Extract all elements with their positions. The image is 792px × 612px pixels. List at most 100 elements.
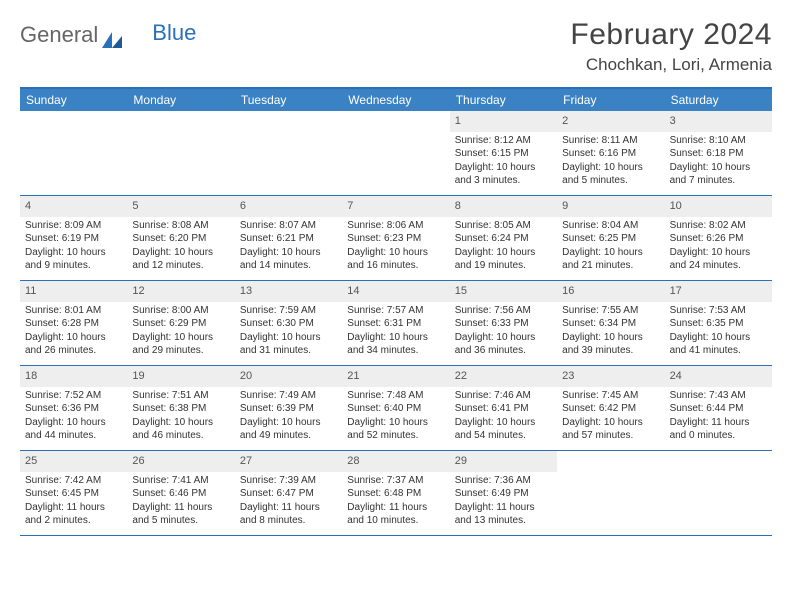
calendar-cell: 7Sunrise: 8:06 AMSunset: 6:23 PMDaylight…	[342, 196, 449, 280]
daylight-line: Daylight: 10 hours and 9 minutes.	[25, 246, 122, 273]
calendar-cell: 15Sunrise: 7:56 AMSunset: 6:33 PMDayligh…	[450, 281, 557, 365]
daylight-line: Daylight: 10 hours and 57 minutes.	[562, 416, 659, 443]
daylight-line: Daylight: 10 hours and 7 minutes.	[670, 161, 767, 188]
calendar-cell: 11Sunrise: 8:01 AMSunset: 6:28 PMDayligh…	[20, 281, 127, 365]
day-number: 9	[557, 196, 664, 217]
sunset-line: Sunset: 6:36 PM	[25, 402, 122, 416]
day-body: Sunrise: 7:59 AMSunset: 6:30 PMDaylight:…	[235, 304, 342, 363]
day-body: Sunrise: 7:57 AMSunset: 6:31 PMDaylight:…	[342, 304, 449, 363]
day-number: 25	[20, 451, 127, 472]
calendar-cell-empty	[342, 111, 449, 195]
calendar-cell: 22Sunrise: 7:46 AMSunset: 6:41 PMDayligh…	[450, 366, 557, 450]
sunset-line: Sunset: 6:19 PM	[25, 232, 122, 246]
sunrise-line: Sunrise: 7:52 AM	[25, 389, 122, 403]
calendar-cell-empty	[127, 111, 234, 195]
day-number: 13	[235, 281, 342, 302]
daylight-line: Daylight: 10 hours and 34 minutes.	[347, 331, 444, 358]
day-number: 6	[235, 196, 342, 217]
day-number: 11	[20, 281, 127, 302]
daylight-line: Daylight: 11 hours and 5 minutes.	[132, 501, 229, 528]
day-number: 3	[665, 111, 772, 132]
sunset-line: Sunset: 6:29 PM	[132, 317, 229, 331]
day-number: 28	[342, 451, 449, 472]
daylight-line: Daylight: 11 hours and 10 minutes.	[347, 501, 444, 528]
daylight-line: Daylight: 10 hours and 41 minutes.	[670, 331, 767, 358]
sunset-line: Sunset: 6:30 PM	[240, 317, 337, 331]
calendar-cell: 13Sunrise: 7:59 AMSunset: 6:30 PMDayligh…	[235, 281, 342, 365]
day-headers: Sunday Monday Tuesday Wednesday Thursday…	[20, 89, 772, 111]
day-body: Sunrise: 7:39 AMSunset: 6:47 PMDaylight:…	[235, 474, 342, 533]
day-body: Sunrise: 7:45 AMSunset: 6:42 PMDaylight:…	[557, 389, 664, 448]
day-number: 14	[342, 281, 449, 302]
daylight-line: Daylight: 10 hours and 24 minutes.	[670, 246, 767, 273]
sunrise-line: Sunrise: 8:09 AM	[25, 219, 122, 233]
day-body: Sunrise: 7:43 AMSunset: 6:44 PMDaylight:…	[665, 389, 772, 448]
sunrise-line: Sunrise: 8:05 AM	[455, 219, 552, 233]
sunset-line: Sunset: 6:48 PM	[347, 487, 444, 501]
calendar-cell-empty	[665, 451, 772, 535]
sunrise-line: Sunrise: 7:57 AM	[347, 304, 444, 318]
sunset-line: Sunset: 6:47 PM	[240, 487, 337, 501]
sunset-line: Sunset: 6:28 PM	[25, 317, 122, 331]
day-body: Sunrise: 8:02 AMSunset: 6:26 PMDaylight:…	[665, 219, 772, 278]
sunset-line: Sunset: 6:38 PM	[132, 402, 229, 416]
calendar-cell: 24Sunrise: 7:43 AMSunset: 6:44 PMDayligh…	[665, 366, 772, 450]
sunset-line: Sunset: 6:15 PM	[455, 147, 552, 161]
calendar-cell: 21Sunrise: 7:48 AMSunset: 6:40 PMDayligh…	[342, 366, 449, 450]
day-body: Sunrise: 8:08 AMSunset: 6:20 PMDaylight:…	[127, 219, 234, 278]
day-number: 21	[342, 366, 449, 387]
day-number: 26	[127, 451, 234, 472]
sunrise-line: Sunrise: 8:11 AM	[562, 134, 659, 148]
header: General Blue February 2024 Chochkan, Lor…	[20, 18, 772, 75]
sunrise-line: Sunrise: 7:42 AM	[25, 474, 122, 488]
day-header-tuesday: Tuesday	[235, 89, 342, 111]
sunrise-line: Sunrise: 8:01 AM	[25, 304, 122, 318]
sunrise-line: Sunrise: 7:46 AM	[455, 389, 552, 403]
daylight-line: Daylight: 10 hours and 46 minutes.	[132, 416, 229, 443]
day-header-sunday: Sunday	[20, 89, 127, 111]
calendar: Sunday Monday Tuesday Wednesday Thursday…	[20, 87, 772, 536]
calendar-cell: 25Sunrise: 7:42 AMSunset: 6:45 PMDayligh…	[20, 451, 127, 535]
day-body: Sunrise: 7:36 AMSunset: 6:49 PMDaylight:…	[450, 474, 557, 533]
day-number: 17	[665, 281, 772, 302]
calendar-body: 1Sunrise: 8:12 AMSunset: 6:15 PMDaylight…	[20, 111, 772, 536]
calendar-cell-empty	[20, 111, 127, 195]
calendar-cell: 10Sunrise: 8:02 AMSunset: 6:26 PMDayligh…	[665, 196, 772, 280]
sunrise-line: Sunrise: 8:00 AM	[132, 304, 229, 318]
calendar-cell: 2Sunrise: 8:11 AMSunset: 6:16 PMDaylight…	[557, 111, 664, 195]
calendar-cell: 1Sunrise: 8:12 AMSunset: 6:15 PMDaylight…	[450, 111, 557, 195]
sunset-line: Sunset: 6:42 PM	[562, 402, 659, 416]
calendar-cell: 5Sunrise: 8:08 AMSunset: 6:20 PMDaylight…	[127, 196, 234, 280]
day-number: 22	[450, 366, 557, 387]
calendar-cell: 28Sunrise: 7:37 AMSunset: 6:48 PMDayligh…	[342, 451, 449, 535]
daylight-line: Daylight: 10 hours and 31 minutes.	[240, 331, 337, 358]
day-body: Sunrise: 8:11 AMSunset: 6:16 PMDaylight:…	[557, 134, 664, 193]
sunrise-line: Sunrise: 8:04 AM	[562, 219, 659, 233]
day-number: 16	[557, 281, 664, 302]
sunrise-line: Sunrise: 7:43 AM	[670, 389, 767, 403]
sunrise-line: Sunrise: 7:55 AM	[562, 304, 659, 318]
location: Chochkan, Lori, Armenia	[570, 55, 772, 75]
day-body: Sunrise: 8:01 AMSunset: 6:28 PMDaylight:…	[20, 304, 127, 363]
sunset-line: Sunset: 6:45 PM	[25, 487, 122, 501]
day-body: Sunrise: 7:48 AMSunset: 6:40 PMDaylight:…	[342, 389, 449, 448]
daylight-line: Daylight: 10 hours and 3 minutes.	[455, 161, 552, 188]
day-number: 24	[665, 366, 772, 387]
day-body: Sunrise: 8:07 AMSunset: 6:21 PMDaylight:…	[235, 219, 342, 278]
daylight-line: Daylight: 10 hours and 5 minutes.	[562, 161, 659, 188]
sunrise-line: Sunrise: 7:59 AM	[240, 304, 337, 318]
day-body: Sunrise: 7:41 AMSunset: 6:46 PMDaylight:…	[127, 474, 234, 533]
calendar-cell: 9Sunrise: 8:04 AMSunset: 6:25 PMDaylight…	[557, 196, 664, 280]
day-body: Sunrise: 8:06 AMSunset: 6:23 PMDaylight:…	[342, 219, 449, 278]
daylight-line: Daylight: 10 hours and 44 minutes.	[25, 416, 122, 443]
day-number: 20	[235, 366, 342, 387]
day-number: 4	[20, 196, 127, 217]
sunset-line: Sunset: 6:44 PM	[670, 402, 767, 416]
calendar-cell: 6Sunrise: 8:07 AMSunset: 6:21 PMDaylight…	[235, 196, 342, 280]
day-body: Sunrise: 8:00 AMSunset: 6:29 PMDaylight:…	[127, 304, 234, 363]
sunrise-line: Sunrise: 7:45 AM	[562, 389, 659, 403]
sunset-line: Sunset: 6:39 PM	[240, 402, 337, 416]
calendar-week: 4Sunrise: 8:09 AMSunset: 6:19 PMDaylight…	[20, 196, 772, 281]
day-number: 19	[127, 366, 234, 387]
sunset-line: Sunset: 6:24 PM	[455, 232, 552, 246]
